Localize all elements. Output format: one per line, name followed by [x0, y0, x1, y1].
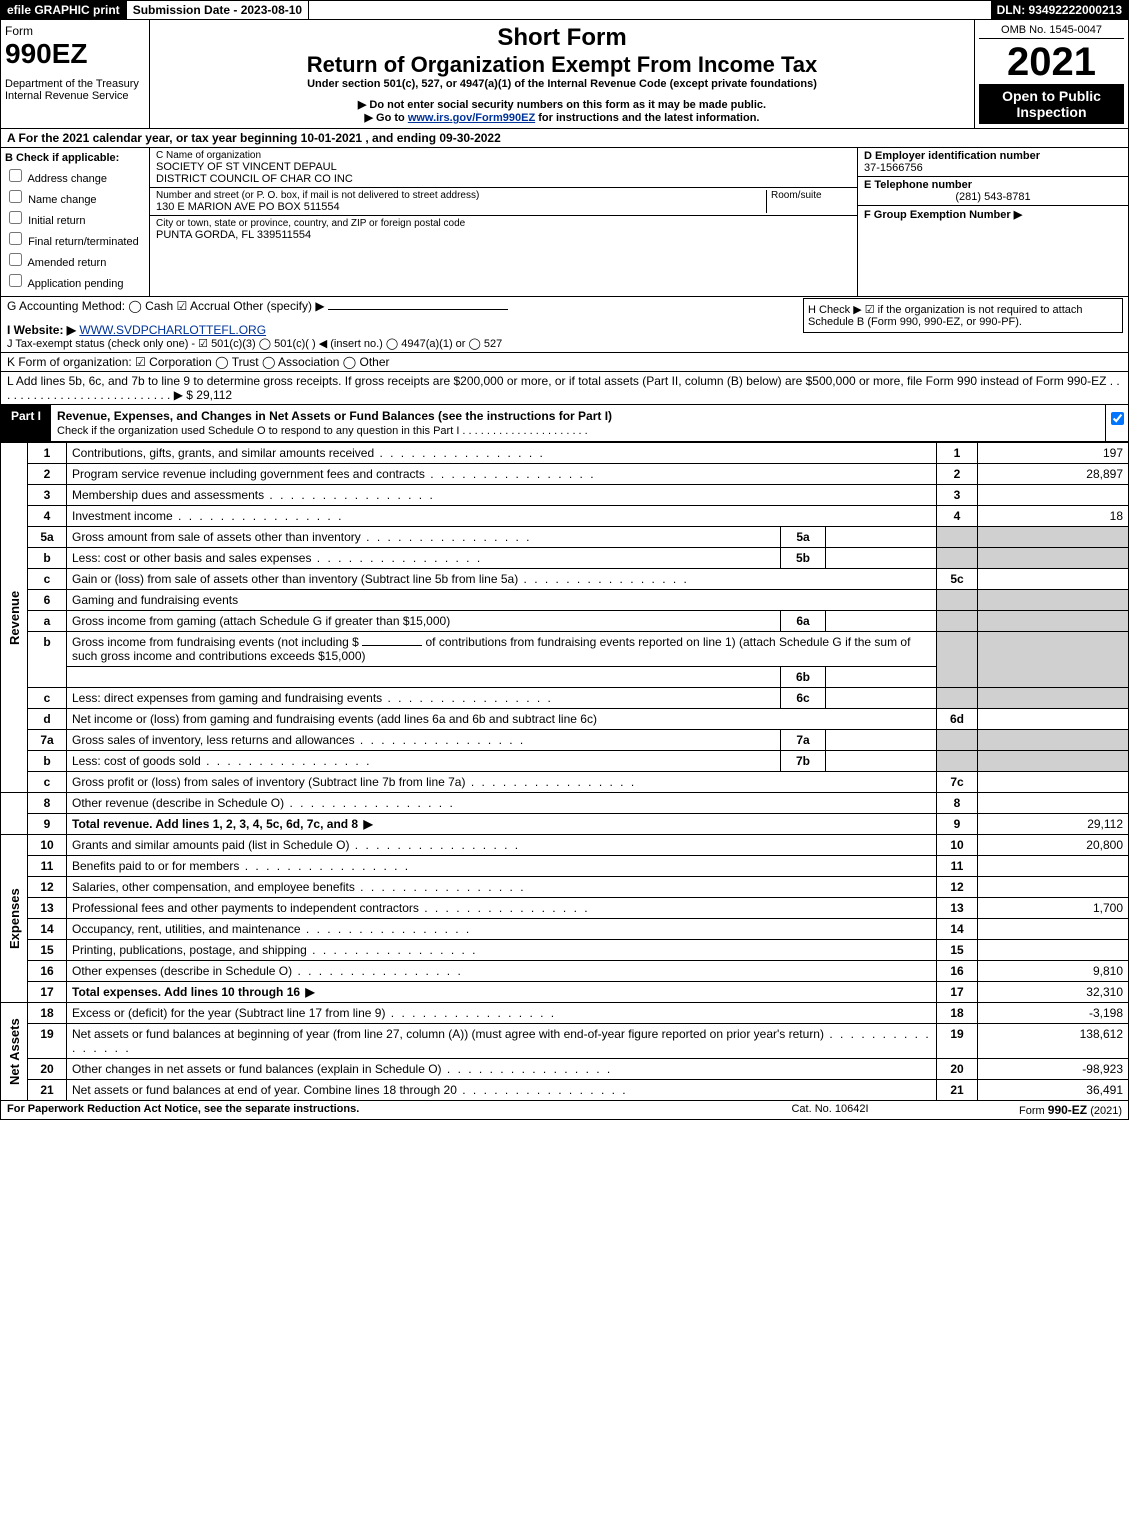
chk-name-change[interactable]: Name change	[5, 187, 145, 206]
chk-initial-return[interactable]: Initial return	[5, 208, 145, 227]
city-block: City or town, state or province, country…	[150, 216, 857, 243]
header-left: Form 990EZ Department of the Treasury In…	[1, 20, 150, 128]
chk-application-pending[interactable]: Application pending	[5, 271, 145, 290]
chk-amended-return[interactable]: Amended return	[5, 250, 145, 269]
row-j: J Tax-exempt status (check only one) - ☑…	[7, 337, 1122, 350]
return-title: Return of Organization Exempt From Incom…	[154, 52, 970, 78]
col-c-address: C Name of organization SOCIETY OF ST VIN…	[150, 148, 857, 296]
open-public-badge: Open to Public Inspection	[979, 84, 1124, 124]
row-l: L Add lines 5b, 6c, and 7b to line 9 to …	[1, 372, 1128, 404]
org-name-block: C Name of organization SOCIETY OF ST VIN…	[150, 148, 857, 188]
efile-label: efile GRAPHIC print	[1, 1, 127, 19]
irs-link[interactable]: www.irs.gov/Form990EZ	[408, 112, 535, 124]
expenses-label: Expenses	[1, 835, 28, 1003]
lines-table: Revenue 1 Contributions, gifts, grants, …	[0, 442, 1129, 1101]
form-word: Form	[5, 24, 145, 38]
row-k: K Form of organization: ☑ Corporation ◯ …	[1, 353, 1128, 372]
part-i-tab: Part I	[1, 405, 51, 441]
short-form-title: Short Form	[154, 24, 970, 52]
line-1-label: Contributions, gifts, grants, and simila…	[67, 443, 937, 464]
rows-g-through-l: H Check ▶ ☑ if the organization is not r…	[0, 297, 1129, 405]
form-number: 990EZ	[5, 38, 145, 70]
irs-label: Internal Revenue Service	[5, 90, 145, 102]
part-i-desc: Revenue, Expenses, and Changes in Net As…	[51, 405, 1105, 441]
fundraising-amount-input[interactable]	[362, 645, 422, 646]
ein-block: D Employer identification number 37-1566…	[858, 148, 1128, 177]
tax-year: 2021	[979, 42, 1124, 82]
col-b-checkboxes: B Check if applicable: Address change Na…	[1, 148, 150, 296]
revenue-label: Revenue	[1, 443, 28, 793]
omb-number: OMB No. 1545-0047	[979, 24, 1124, 39]
group-exemption-block: F Group Exemption Number ▶	[858, 206, 1128, 223]
section-b-through-f: B Check if applicable: Address change Na…	[0, 148, 1129, 297]
cat-number: Cat. No. 10642I	[724, 1101, 936, 1119]
top-bar: efile GRAPHIC print Submission Date - 20…	[0, 0, 1129, 20]
part-i-header: Part I Revenue, Expenses, and Changes in…	[0, 405, 1129, 442]
part-i-checkbox[interactable]	[1105, 405, 1128, 441]
line-1-val: 197	[978, 443, 1129, 464]
row-a-period: A For the 2021 calendar year, or tax yea…	[0, 129, 1129, 148]
dept-treasury: Department of the Treasury	[5, 78, 145, 90]
form-ref: Form 990-EZ (2021)	[936, 1101, 1128, 1119]
header-center: Short Form Return of Organization Exempt…	[150, 20, 975, 128]
netassets-label: Net Assets	[1, 1003, 28, 1101]
subline-1: Under section 501(c), 527, or 4947(a)(1)…	[154, 78, 970, 90]
website-link[interactable]: WWW.SVDPCHARLOTTEFL.ORG	[79, 323, 266, 337]
header-right: OMB No. 1545-0047 2021 Open to Public In…	[975, 20, 1128, 128]
chk-address-change[interactable]: Address change	[5, 166, 145, 185]
telephone-block: E Telephone number (281) 543-8781	[858, 177, 1128, 206]
paperwork-notice: For Paperwork Reduction Act Notice, see …	[1, 1101, 724, 1119]
subline-3: ▶ Go to www.irs.gov/Form990EZ for instru…	[154, 111, 970, 124]
box-h: H Check ▶ ☑ if the organization is not r…	[803, 298, 1123, 333]
col-d-e-f: D Employer identification number 37-1566…	[857, 148, 1128, 296]
form-header: Form 990EZ Department of the Treasury In…	[0, 20, 1129, 129]
footer: For Paperwork Reduction Act Notice, see …	[0, 1101, 1129, 1120]
dln-label: DLN: 93492222000213	[991, 1, 1128, 19]
chk-final-return[interactable]: Final return/terminated	[5, 229, 145, 248]
submission-date: Submission Date - 2023-08-10	[127, 1, 309, 19]
row-g-h: H Check ▶ ☑ if the organization is not r…	[1, 297, 1128, 353]
street-block: Number and street (or P. O. box, if mail…	[150, 188, 857, 216]
subline-2: ▶ Do not enter social security numbers o…	[154, 98, 970, 111]
other-specify-input[interactable]	[328, 309, 508, 310]
